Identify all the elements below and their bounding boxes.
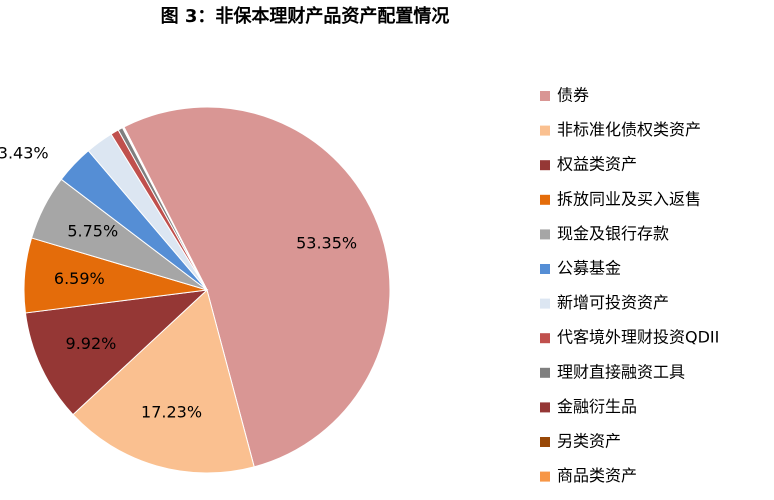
legend-label: 权益类资产 [557,155,637,174]
legend-swatch [540,367,550,378]
pie-slice [123,106,391,468]
legend-label: 商品类资产 [557,466,637,485]
legend-label: 金融衍生品 [557,397,637,416]
legend-swatch [540,125,550,136]
legend-label: 另类资产 [557,432,621,451]
legend-swatch [540,160,550,171]
pie-slice [122,126,208,291]
data-label: 6.59% [54,269,105,288]
data-label: 3.43% [0,143,49,162]
legend-swatch [540,264,550,274]
legend-swatch [540,229,550,240]
legend-label: 现金及银行存款 [557,224,669,243]
legend-swatch [540,298,550,309]
legend-swatch [540,194,550,205]
chart-title: 图 3：非保本理财产品资产配置情况 [161,5,450,27]
legend-label: 债券 [557,86,589,105]
data-label: 5.75% [67,222,118,241]
legend-label: 公募基金 [557,259,621,278]
pie-slice [24,289,209,416]
legend-swatch [540,402,550,413]
legend-label: 理财直接融资工具 [557,362,685,381]
data-label: 17.23% [141,403,202,422]
legend-swatch [540,471,550,482]
legend-label: 拆放同业及买入返售 [557,189,701,208]
legend-label: 代客境外理财投资QDII [557,328,719,347]
legend-label: 新增可投资资产 [557,293,669,312]
legend-swatch [540,91,550,101]
data-label: 53.35% [296,234,357,253]
pie-slice [72,289,255,474]
data-label: 9.92% [66,334,117,353]
legend-label: 非标准化债权类资产 [557,120,701,139]
legend-swatch [540,437,550,447]
legend-swatch [540,333,550,344]
